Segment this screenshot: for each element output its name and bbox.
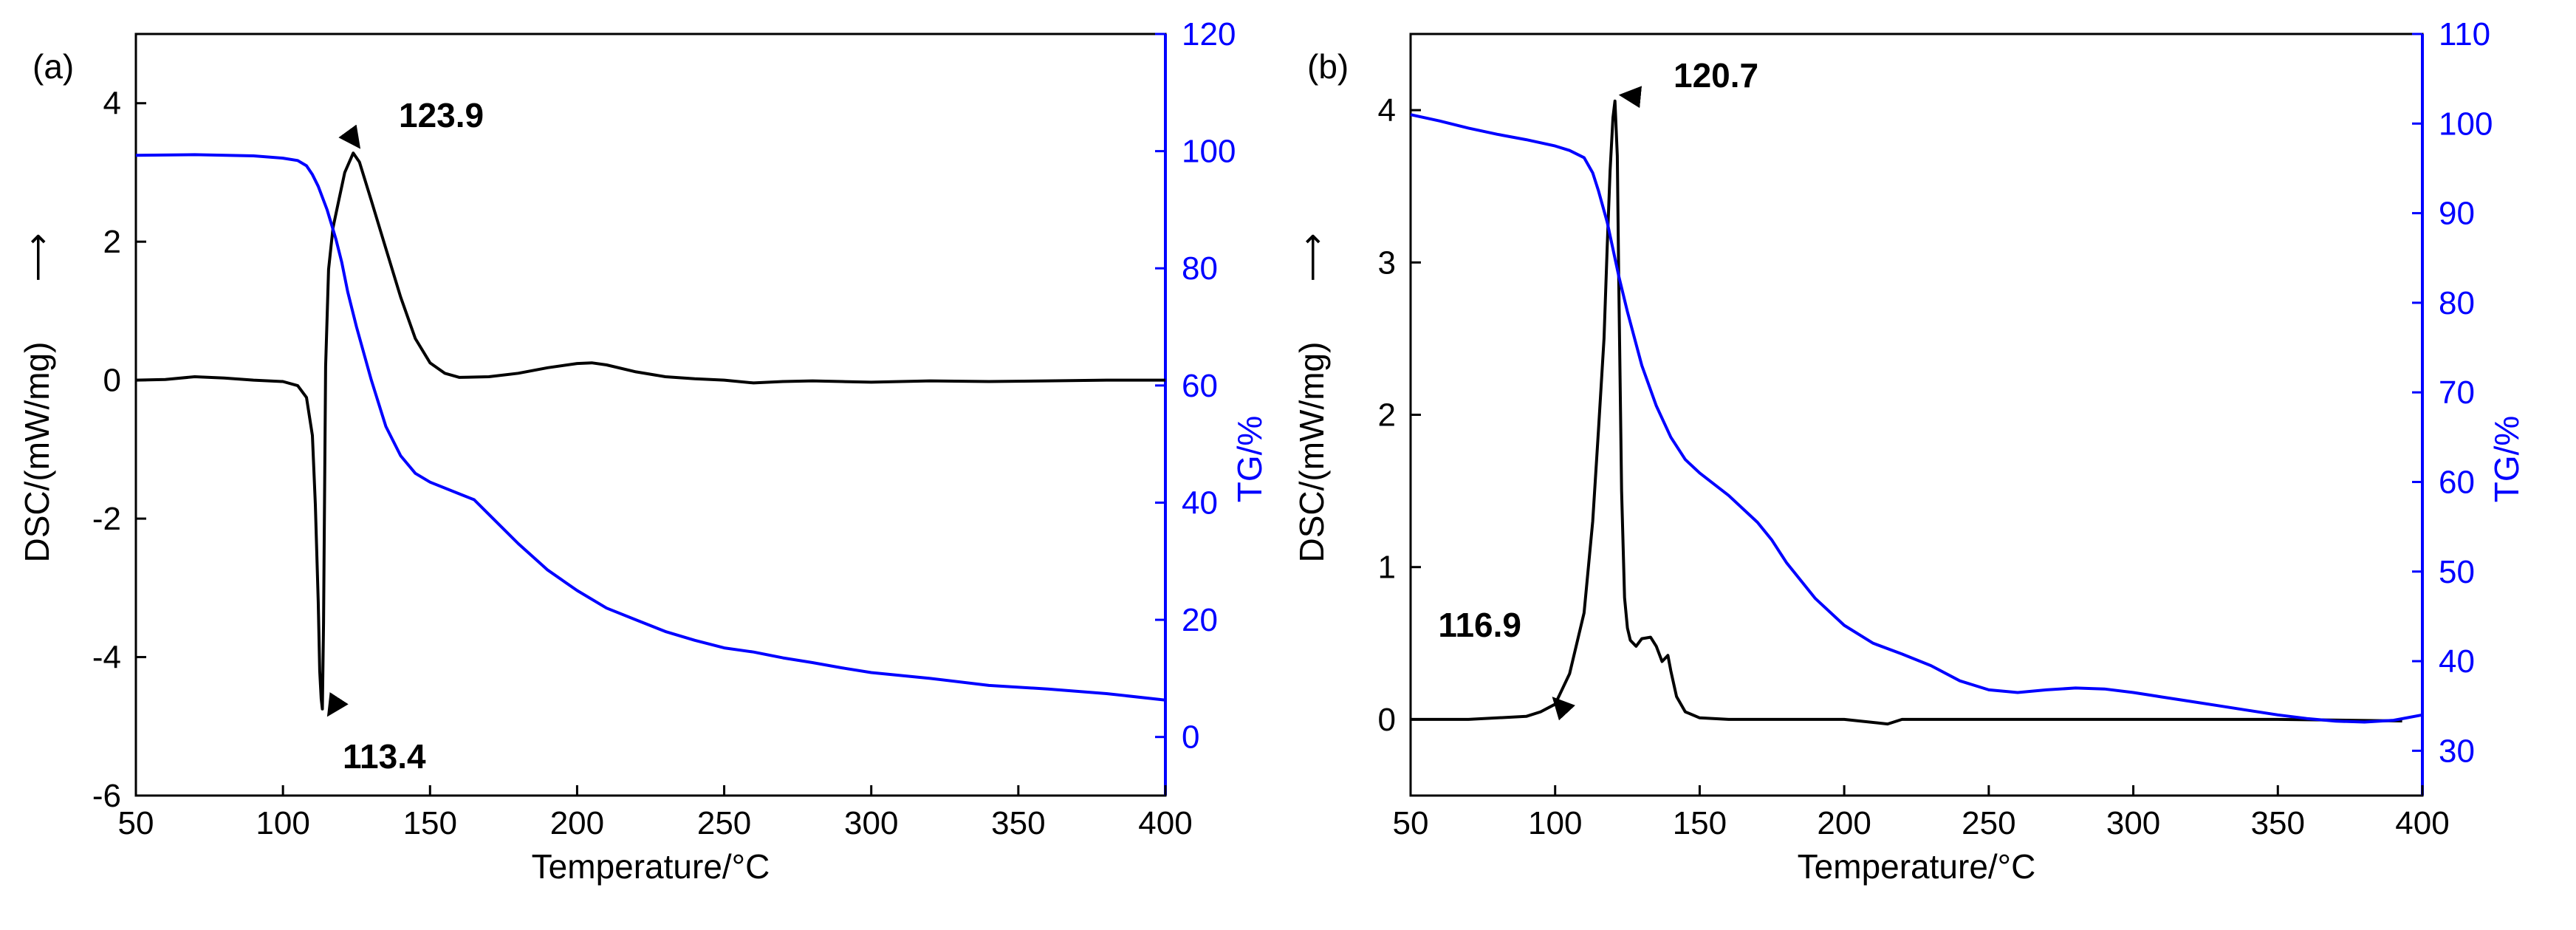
annotation-arrow xyxy=(338,124,361,149)
x-tick-label: 100 xyxy=(1528,805,1582,841)
x-tick-label: 400 xyxy=(1138,805,1192,841)
y-right-tick-label: 60 xyxy=(1182,368,1218,404)
annotation-arrow xyxy=(1552,697,1575,721)
y-right-tick-label: 40 xyxy=(2439,643,2475,680)
y-right-tick-label: 20 xyxy=(1182,602,1218,638)
x-tick-label: 100 xyxy=(256,805,309,841)
y-right-tick-label: 120 xyxy=(1182,16,1236,52)
y-right-tick-label: 40 xyxy=(1182,485,1218,521)
x-axis-title: Temperature/°C xyxy=(1798,847,2036,886)
x-tick-label: 50 xyxy=(118,805,154,841)
y-left-tick-label: -4 xyxy=(92,640,121,676)
annotation-arrow xyxy=(326,692,349,717)
y-left-tick-label: -6 xyxy=(92,778,121,814)
x-tick-label: 250 xyxy=(1962,805,2015,841)
y-left-axis-arrow: ⟶ xyxy=(18,233,56,282)
y-right-tick-label: 80 xyxy=(2439,285,2475,321)
panel-a-chart: 50 100 150 200 250 300 350 400-6-4-202402040608… xyxy=(18,16,1269,886)
y-left-tick-label: 0 xyxy=(1378,702,1396,738)
y-right-tick-label: 70 xyxy=(2439,375,2475,411)
x-tick-label: 300 xyxy=(2106,805,2160,841)
dsc-series-line xyxy=(1411,99,2402,726)
annotation-arrow xyxy=(1618,86,1642,109)
peak-annotation-label: 116.9 xyxy=(1438,606,1521,644)
y-left-tick-label: 4 xyxy=(103,86,121,122)
peak-annotation-label: 113.4 xyxy=(343,737,426,776)
y-left-axis-arrow: ⟶ xyxy=(1292,233,1331,282)
y-left-axis-title: DSC/(mW/mg) xyxy=(18,342,56,563)
y-left-tick-label: 2 xyxy=(103,224,121,260)
y-right-axis-title: TG/% xyxy=(2487,416,2526,503)
x-tick-label: 200 xyxy=(1817,805,1871,841)
y-right-tick-label: 100 xyxy=(2439,106,2493,142)
y-left-tick-label: 1 xyxy=(1378,550,1396,586)
x-tick-label: 350 xyxy=(991,805,1045,841)
panel-label: (b) xyxy=(1307,47,1349,86)
peak-annotation-label: 123.9 xyxy=(399,96,484,134)
y-left-tick-label: 4 xyxy=(1378,92,1396,129)
x-tick-label: 400 xyxy=(2395,805,2449,841)
peak-annotation-label: 120.7 xyxy=(1674,56,1758,95)
x-tick-label: 300 xyxy=(844,805,898,841)
panel-b-chart: 50 100 150 200 250 300 350 400 0 1 2 3 4 30 40 50 60 70 80… xyxy=(1292,16,2526,886)
y-right-tick-label: 110 xyxy=(2439,16,2490,52)
y-right-tick-label: 60 xyxy=(2439,464,2475,500)
x-axis-title: Temperature/°C xyxy=(532,847,770,886)
y-right-axis-title: TG/% xyxy=(1230,416,1269,503)
dsc-series-line xyxy=(135,151,1165,711)
y-right-tick-label: 30 xyxy=(2439,733,2475,769)
y-right-tick-label: 50 xyxy=(2439,554,2475,590)
panel-label: (a) xyxy=(32,47,74,86)
x-tick-label: 50 xyxy=(1393,805,1429,841)
y-left-tick-label: -2 xyxy=(92,501,121,537)
tg-series-line xyxy=(1410,113,2423,724)
y-left-tick-label: 3 xyxy=(1378,245,1396,281)
y-right-tick-label: 100 xyxy=(1182,134,1236,170)
y-left-axis-title: DSC/(mW/mg) xyxy=(1292,342,1331,563)
x-tick-label: 200 xyxy=(550,805,604,841)
y-left-tick-label: 2 xyxy=(1378,397,1396,434)
x-tick-label: 150 xyxy=(403,805,457,841)
plot-frame xyxy=(134,33,1167,797)
y-right-tick-label: 90 xyxy=(2439,196,2475,232)
y-left-tick-label: 0 xyxy=(103,363,121,399)
x-tick-label: 250 xyxy=(697,805,751,841)
tg-series-line xyxy=(135,153,1166,702)
x-tick-label: 150 xyxy=(1673,805,1727,841)
x-tick-label: 350 xyxy=(2251,805,2305,841)
y-right-tick-label: 80 xyxy=(1182,250,1218,287)
y-right-tick-label: 0 xyxy=(1182,719,1199,756)
